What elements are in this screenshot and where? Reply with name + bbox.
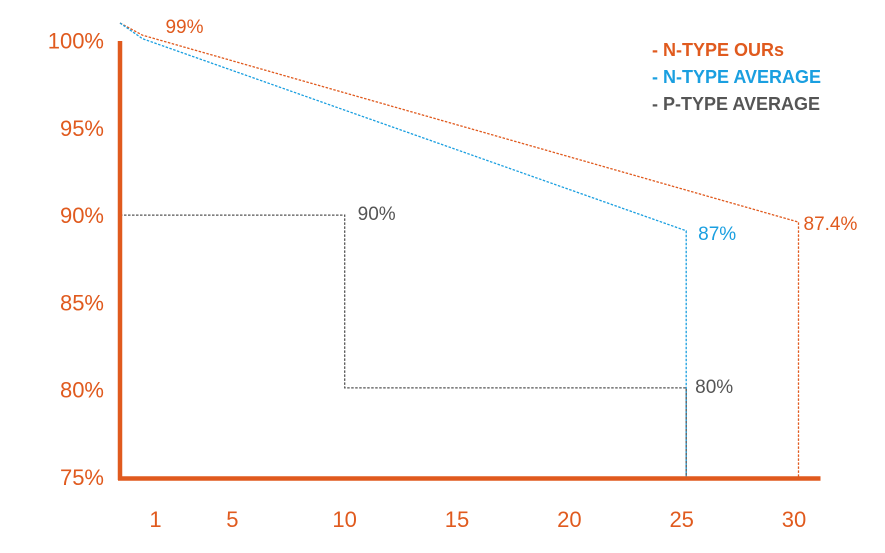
y-tick-label: 90%: [60, 203, 104, 228]
y-tick-label: 95%: [60, 116, 104, 141]
data-label: 90%: [358, 204, 396, 225]
x-tick-label: 25: [669, 507, 693, 532]
x-tick-label: 15: [445, 507, 469, 532]
legend-entry: - P-TYPE AVERAGE: [652, 94, 820, 114]
data-label: 87.4%: [804, 214, 858, 235]
legend: - N-TYPE OURs - N-TYPE AVERAGE - P-TYPE AV…: [652, 40, 821, 114]
x-tick-label: 1: [149, 507, 161, 532]
legend-entry: - N-TYPE OURs: [652, 40, 784, 60]
series-line-2: [120, 214, 687, 477]
y-tick-label: 75%: [60, 465, 104, 490]
y-tick-label: 80%: [60, 378, 104, 403]
series-line-1: [119, 22, 687, 477]
x-tick-label: 5: [226, 507, 238, 532]
data-label: 80%: [695, 377, 733, 398]
data-label: 99%: [165, 17, 203, 38]
x-tick-label: 20: [557, 507, 581, 532]
x-tick-label: 30: [782, 507, 806, 532]
legend-entry: - N-TYPE AVERAGE: [652, 67, 821, 87]
x-tick-label: 10: [332, 507, 356, 532]
series-line-0: [119, 22, 800, 477]
y-tick-label: 85%: [60, 290, 104, 315]
y-tick-label: 100%: [48, 28, 104, 53]
data-label: 87%: [698, 224, 736, 245]
